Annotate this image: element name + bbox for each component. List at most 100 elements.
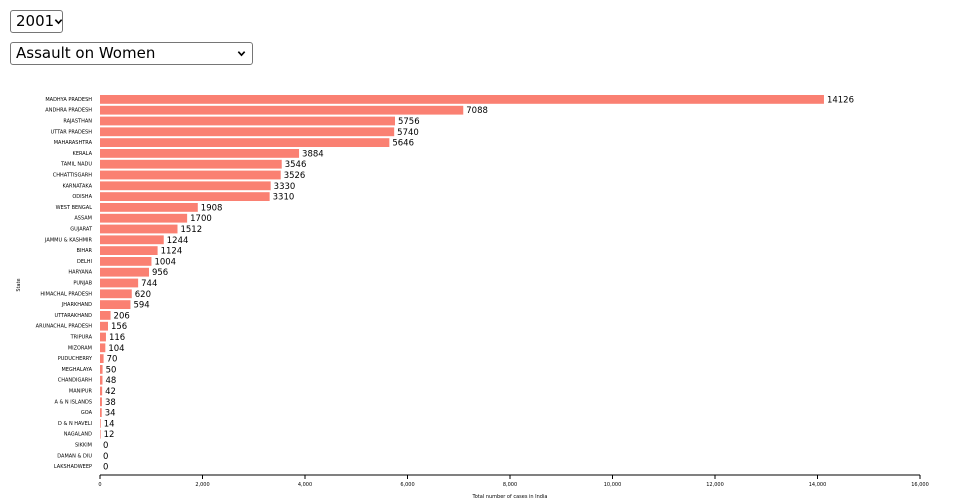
bar: [100, 159, 282, 169]
value-label: 0: [103, 463, 108, 473]
state-label: NAGALAND: [64, 432, 92, 438]
bar: [100, 192, 270, 201]
bar: [100, 213, 188, 223]
chevron-down-icon: [237, 51, 246, 57]
state-labels-group: MADHYA PRADESH ANDHRA PRADESH RAJASTHAN UTT…: [36, 97, 93, 470]
bar: [100, 257, 152, 266]
value-label: 1244: [167, 236, 189, 246]
state-label: MEGHALAYA: [61, 367, 92, 373]
value-label: 7088: [466, 106, 488, 116]
bar: [100, 138, 390, 147]
value-label: 3526: [284, 171, 306, 181]
x-tick-label: 0: [98, 482, 101, 488]
state-label: BIHAR: [76, 248, 92, 254]
x-axis-title: Total number of cases in India: [472, 494, 548, 500]
value-label: 620: [135, 290, 151, 300]
value-label: 34: [105, 409, 116, 419]
state-label: MADHYA PRADESH: [45, 97, 92, 103]
x-tick-label: 8,000: [503, 482, 517, 488]
value-label: 3330: [274, 182, 296, 192]
state-label: CHANDIGARH: [58, 378, 93, 384]
bar: [100, 278, 139, 288]
state-label: MANIPUR: [69, 389, 93, 395]
bar: [100, 170, 281, 180]
bar: [100, 181, 271, 191]
value-label: 956: [152, 268, 168, 278]
state-label: ANDHRA PRADESH: [45, 108, 92, 114]
bar: [100, 419, 101, 428]
state-label: DAMAN & DIU: [57, 453, 92, 459]
bar: [100, 311, 111, 320]
value-label: 0: [103, 452, 108, 462]
state-label: HARYANA: [68, 270, 92, 276]
value-label: 38: [105, 398, 116, 408]
value-label: 3884: [302, 149, 324, 159]
value-label: 12: [104, 430, 115, 440]
state-label: ASSAM: [74, 216, 92, 222]
state-label: WEST BENGAL: [56, 205, 93, 211]
value-label: 14126: [827, 95, 854, 105]
value-label: 5740: [397, 128, 419, 138]
state-label: GUJARAT: [70, 227, 93, 233]
state-label: JAMMU & KASHMIR: [44, 237, 93, 243]
state-label: KERALA: [73, 151, 93, 157]
bar: [100, 224, 178, 234]
bar: [100, 365, 103, 374]
state-label: RAJASTHAN: [63, 119, 92, 125]
state-label: MAHARASHTRA: [54, 140, 93, 146]
bar: [100, 105, 464, 115]
state-label: A & N ISLANDS: [54, 399, 92, 405]
crime-select[interactable]: Assault on Women: [10, 42, 253, 65]
state-label: ARUNACHAL PRADESH: [36, 324, 93, 330]
bar: [100, 127, 395, 137]
state-label: ODISHA: [72, 194, 92, 200]
state-label: TAMIL NADU: [60, 162, 92, 168]
value-label: 70: [107, 355, 118, 365]
value-label: 594: [133, 301, 149, 311]
x-tick-label: 16,000: [911, 482, 929, 488]
bar: [100, 149, 300, 158]
value-label: 1700: [190, 214, 212, 224]
value-label: 50: [106, 365, 117, 375]
bar: [100, 116, 395, 126]
bar: [100, 343, 106, 353]
chevron-down-icon: [54, 19, 63, 25]
x-tick-label: 6,000: [400, 482, 414, 488]
state-label: JHARKHAND: [61, 302, 92, 308]
x-tick-label: 12,000: [706, 482, 724, 488]
value-label: 42: [105, 387, 116, 397]
x-tick-label: 10,000: [604, 482, 622, 488]
value-label: 116: [109, 333, 125, 343]
value-label: 206: [114, 311, 130, 321]
value-label: 5756: [398, 117, 420, 127]
bar: [100, 375, 103, 385]
value-label: 156: [111, 322, 127, 332]
value-label: 0: [103, 441, 108, 451]
year-select[interactable]: 2001: [10, 10, 63, 33]
x-tick-label: 14,000: [809, 482, 827, 488]
value-label: 14: [104, 419, 115, 429]
bar: [100, 289, 132, 299]
state-label: SIKKIM: [75, 443, 92, 449]
state-label: CHHATTISGARH: [53, 173, 92, 179]
x-tick-label: 4,000: [298, 482, 312, 488]
state-label: D & N HAVELI: [58, 421, 92, 427]
value-label: 744: [141, 279, 157, 289]
value-label: 3310: [273, 193, 295, 203]
state-label: TRIPURA: [70, 335, 93, 341]
value-label: 1512: [180, 225, 202, 235]
y-axis-title: State: [16, 278, 22, 291]
bar: [100, 332, 106, 342]
state-label: UTTARAKHAND: [55, 313, 93, 319]
bar: [100, 246, 158, 255]
x-axis: 0 2,000 4,000 6,000 8,000 10,000 12,000 14,000 1…: [98, 474, 929, 488]
bar: [100, 321, 108, 331]
bar: [100, 235, 164, 245]
state-label: UTTAR PRADESH: [51, 129, 93, 135]
state-label: DELHI: [77, 259, 92, 265]
value-label: 1004: [154, 257, 176, 267]
value-label: 1908: [201, 203, 223, 213]
state-label: PUDUCHERRY: [58, 356, 93, 362]
